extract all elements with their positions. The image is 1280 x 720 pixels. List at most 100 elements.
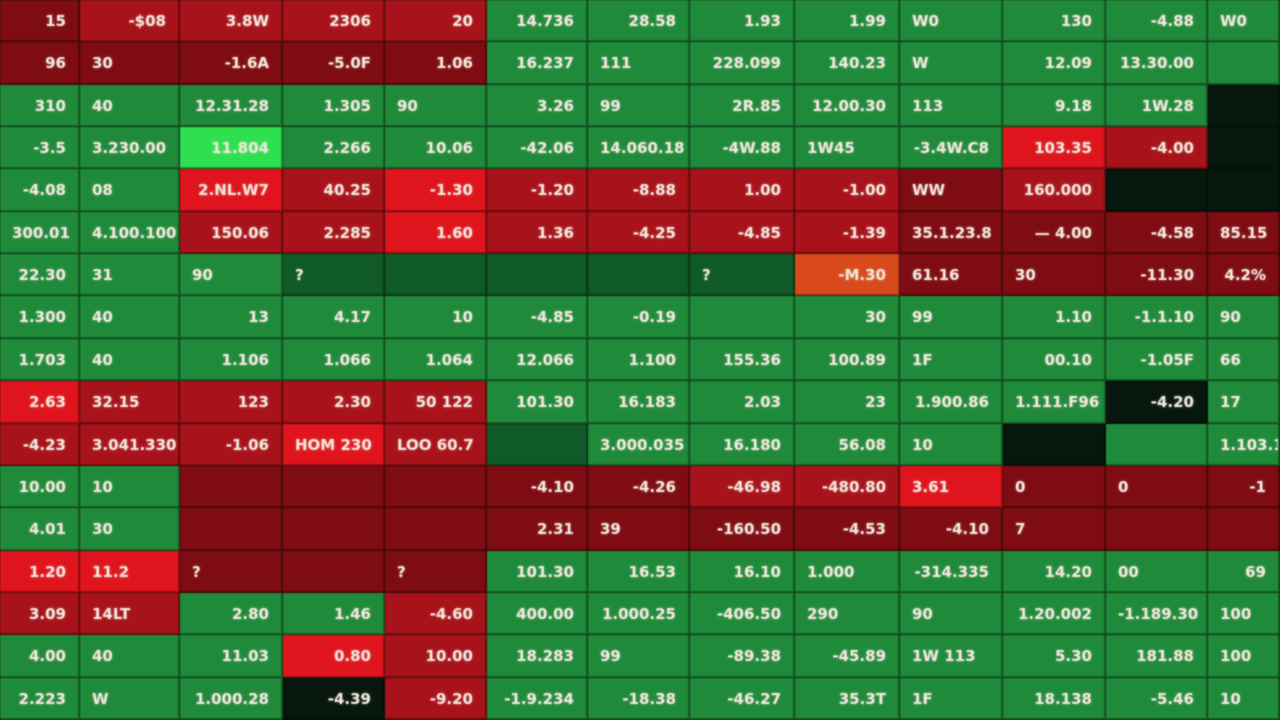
heatmap-cell: 1.900.86 (900, 381, 1003, 424)
heatmap-cell: 30 (1003, 254, 1106, 297)
heatmap-cell: 10.00 (0, 465, 80, 509)
heatmap-cell: 96 (0, 42, 80, 85)
heatmap-cell: 30 (80, 42, 180, 85)
heatmap-cell: W (80, 677, 180, 720)
heatmap-cell: 1.000 (795, 550, 900, 593)
heatmap-cell: -406.50 (690, 592, 795, 636)
heatmap-cell: ? (180, 550, 283, 593)
heatmap-cell: 99 (588, 635, 690, 678)
heatmap-cell: 290 (795, 592, 900, 636)
heatmap-cell: 130 (1003, 0, 1106, 43)
heatmap-cell (1208, 84, 1280, 128)
heatmap-cell: 3.26 (487, 84, 588, 128)
heatmap-cell: -0.19 (588, 296, 690, 339)
heatmap-cell: -4.25 (588, 211, 690, 255)
heatmap-cell: -1.9.234 (487, 677, 588, 720)
heatmap-cell (283, 465, 385, 509)
heatmap-cell (1208, 169, 1280, 212)
heatmap-cell (385, 508, 487, 551)
heatmap-cell: 32.15 (80, 381, 180, 424)
heatmap-cell (283, 550, 385, 593)
heatmap-cell: 101.30 (487, 550, 588, 593)
heatmap-cell: 123 (180, 381, 283, 424)
heatmap-cell: 9.18 (1003, 84, 1106, 128)
heatmap-cell: -4.10 (900, 508, 1003, 551)
heatmap-cell: -1.20 (487, 169, 588, 212)
heatmap-cell (180, 465, 283, 509)
heatmap-cell: -4.85 (487, 296, 588, 339)
heatmap-cell: 1.10 (1003, 296, 1106, 339)
heatmap-cell: 1.106 (180, 338, 283, 382)
heatmap-cell: 155.36 (690, 338, 795, 382)
heatmap-cell: 2.266 (283, 127, 385, 170)
heatmap-cell: 150.06 (180, 211, 283, 255)
heatmap-cell: 20 (385, 0, 487, 43)
heatmap-cell: 1.00 (690, 169, 795, 212)
heatmap-cell: 85.15 (1208, 211, 1280, 255)
heatmap-cell: -1.6A (180, 42, 283, 85)
heatmap-cell: 10 (80, 465, 180, 509)
heatmap-cell: 4.2% (1208, 254, 1280, 297)
heatmap-cell: 228.099 (690, 42, 795, 85)
heatmap-cell: -1.1.10 (1106, 296, 1208, 339)
heatmap-cell (690, 296, 795, 339)
heatmap-cell: -4.60 (385, 592, 487, 636)
heatmap-cell (1003, 423, 1106, 466)
heatmap-cell: 181.88 (1106, 635, 1208, 678)
heatmap-cell: 3.230.00 (80, 127, 180, 170)
heatmap-cell: -4.23 (0, 423, 80, 466)
heatmap-cell: HOM 230 (283, 423, 385, 466)
heatmap-cell: -9.20 (385, 677, 487, 720)
heatmap-cell: 40 (80, 635, 180, 678)
heatmap-cell: 3.041.330 (80, 423, 180, 466)
heatmap-cell: -1.06 (180, 423, 283, 466)
heatmap-cell: 69 (1208, 550, 1280, 593)
heatmap-cell: 3.8W (180, 0, 283, 43)
heatmap-cell: -4.00 (1106, 127, 1208, 170)
heatmap-cell (1106, 169, 1208, 212)
heatmap-cell: 16.10 (690, 550, 795, 593)
heatmap-cell: — 4.00 (1003, 211, 1106, 255)
heatmap-cell: -1.39 (795, 211, 900, 255)
heatmap-cell: 40 (80, 84, 180, 128)
heatmap-cell: 2.223 (0, 677, 80, 720)
heatmap-cell: 400.00 (487, 592, 588, 636)
heatmap-cell: -4.08 (0, 169, 80, 212)
heatmap-cell: 1.305 (283, 84, 385, 128)
heatmap-cell: 1F (900, 677, 1003, 720)
heatmap-cell: 1.20 (0, 550, 80, 593)
heatmap-cell: -45.89 (795, 635, 900, 678)
heatmap-cell: 1W45 (795, 127, 900, 170)
heatmap-cell: -46.98 (690, 465, 795, 509)
heatmap-cell: 10 (385, 296, 487, 339)
heatmap-cell: 40 (80, 296, 180, 339)
heatmap-cell: -46.27 (690, 677, 795, 720)
heatmap-cell: 00.10 (1003, 338, 1106, 382)
heatmap-cell: 1.000.28 (180, 677, 283, 720)
heatmap-cell: 101.30 (487, 381, 588, 424)
heatmap-cell: 40.25 (283, 169, 385, 212)
heatmap-cell: 111 (588, 42, 690, 85)
heatmap-cell: 12.00.30 (795, 84, 900, 128)
heatmap-cell: 11.804 (180, 127, 283, 170)
heatmap-cell: 3.61 (900, 465, 1003, 509)
heatmap-cell: 4.00 (0, 635, 80, 678)
heatmap-cell: ? (690, 254, 795, 297)
heatmap-cell: 22.30 (0, 254, 80, 297)
heatmap-cell: 2.NL.W7 (180, 169, 283, 212)
heatmap-cell: 00 (1106, 550, 1208, 593)
heatmap-cell: 1.06 (385, 42, 487, 85)
heatmap-cell (385, 254, 487, 297)
heatmap-cell: -1.00 (795, 169, 900, 212)
heatmap-cell (385, 465, 487, 509)
heatmap-cell (1208, 42, 1280, 85)
heatmap-cell: 310 (0, 84, 80, 128)
heatmap-cell: -$08 (80, 0, 180, 43)
heatmap-cell: 90 (385, 84, 487, 128)
heatmap-cell: -5.0F (283, 42, 385, 85)
heatmap-cell: LOO 60.7 (385, 423, 487, 466)
heatmap-cell: W (900, 42, 1003, 85)
heatmap-cell: 7 (1003, 508, 1106, 551)
heatmap-cell: -4W.88 (690, 127, 795, 170)
